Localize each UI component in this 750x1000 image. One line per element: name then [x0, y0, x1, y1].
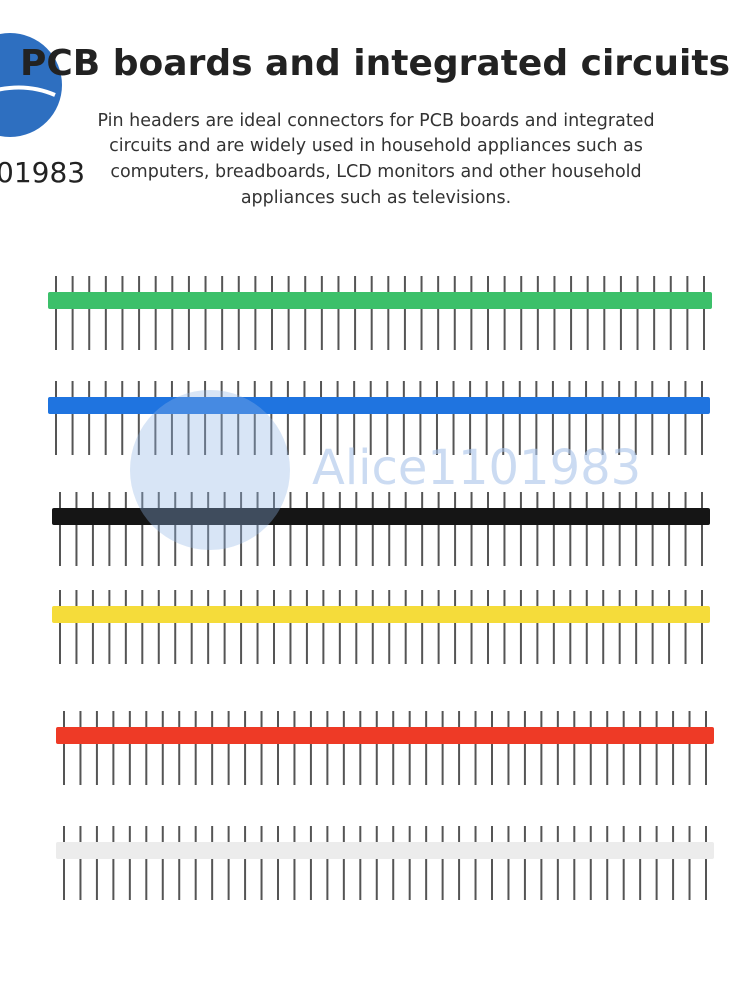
- description-line: appliances such as televisions.: [241, 188, 511, 208]
- logo-swoosh: [0, 85, 56, 97]
- plastic-strip: [56, 727, 714, 744]
- description-line: computers, breadboards, LCD monitors and…: [110, 162, 641, 182]
- plastic-strip: [48, 292, 712, 309]
- plastic-strip: [56, 842, 714, 859]
- description: Pin headers are ideal connectors for PCB…: [97, 111, 654, 208]
- center-watermark: Alice1101983: [312, 440, 641, 496]
- logo-watermark: [0, 33, 62, 137]
- pin-headers: [48, 276, 714, 900]
- plastic-strip: [48, 397, 710, 414]
- plastic-strip: [52, 606, 710, 623]
- description-line: Pin headers are ideal connectors for PCB…: [97, 111, 654, 131]
- plastic-strip: [52, 508, 710, 525]
- title: PCB boards and integrated circuits: [20, 43, 730, 84]
- description-line: circuits and are widely used in househol…: [109, 136, 643, 156]
- center-logo-watermark: [130, 390, 290, 550]
- corner-watermark: 01983: [0, 156, 85, 189]
